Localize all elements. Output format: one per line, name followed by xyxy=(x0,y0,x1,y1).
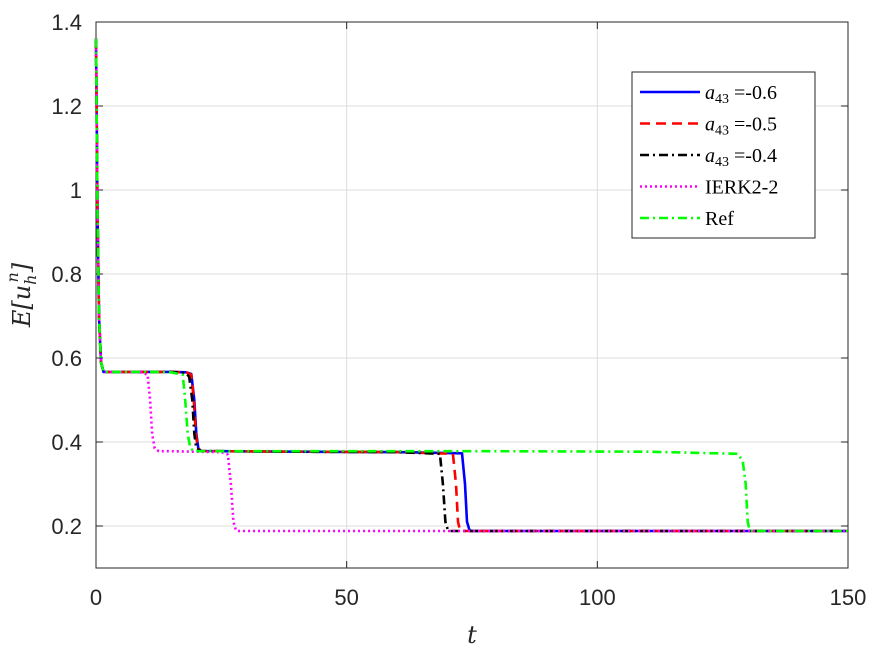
svg-text:E[uhn]: E[uhn] xyxy=(3,262,40,328)
legend-label-4: IERK2-2 xyxy=(705,177,778,199)
y-label-close: ] xyxy=(8,262,36,273)
y-tick-label: 0.6 xyxy=(51,346,82,371)
y-tick-label: 1.4 xyxy=(51,10,82,35)
series-line-5 xyxy=(94,38,848,533)
x-tick-label: 100 xyxy=(579,585,616,610)
y-tick-label: 1.2 xyxy=(51,94,82,119)
y-tick-label: 0.8 xyxy=(51,262,82,287)
x-tick-label: 150 xyxy=(830,585,867,610)
x-tick-label: 50 xyxy=(334,585,358,610)
x-tick-label: 0 xyxy=(90,585,102,610)
y-label-sup: n xyxy=(3,272,22,282)
y-tick-label: 0.4 xyxy=(51,430,82,455)
legend: a43 =-0.6 a43 =-0.5 a43 =-0.4 IERK2-2 Ref xyxy=(631,71,816,239)
y-tick-label: 0.2 xyxy=(51,514,82,539)
y-tick-label: 1 xyxy=(70,178,82,203)
legend-label-5: Ref xyxy=(705,208,734,230)
series-lines xyxy=(94,38,848,533)
y-axis-label: E[uhn] xyxy=(3,262,40,328)
x-ticks: 0 50 100 150 xyxy=(90,22,866,610)
y-ticks: 0.2 0.4 0.6 0.8 1 1.2 1.4 xyxy=(51,10,848,539)
legend-label-1: a43 =-0.6 xyxy=(705,82,777,107)
legend-label-3: a43 =-0.4 xyxy=(705,145,777,170)
plot-frame xyxy=(95,21,849,569)
y-label-base: E[u xyxy=(8,285,36,328)
x-axis-label: t xyxy=(467,621,477,649)
legend-label-2: a43 =-0.5 xyxy=(705,114,777,139)
y-label-sub: h xyxy=(21,275,40,285)
